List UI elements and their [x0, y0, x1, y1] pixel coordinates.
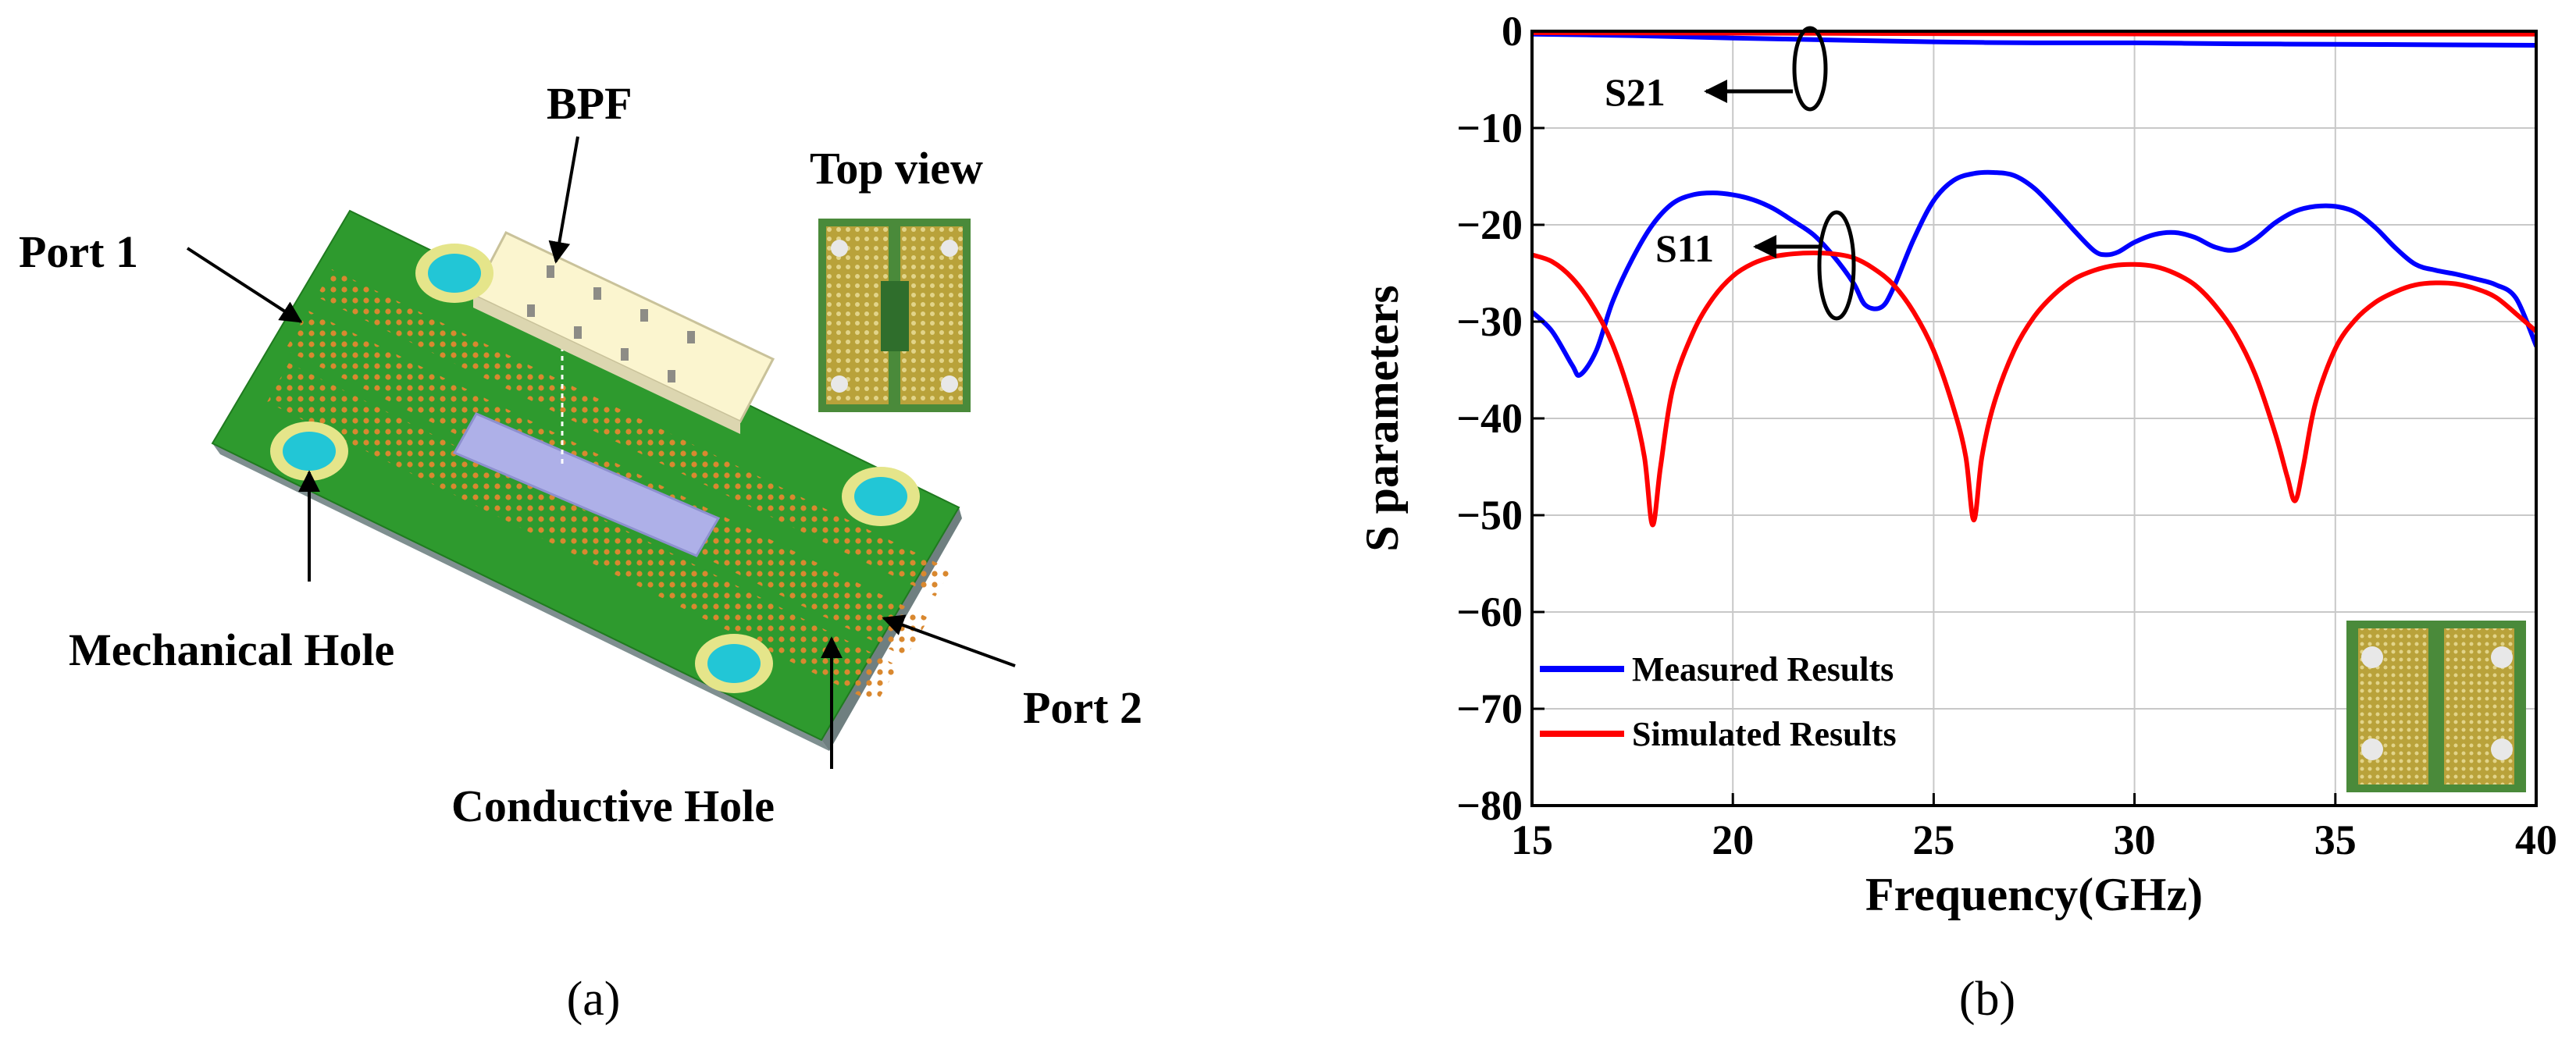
pcb-illustration-panel: BPF Top view Port 1 Mechanical Hole Port…: [19, 78, 1142, 1026]
caption-b: (b): [1959, 973, 2015, 1026]
y-tick-label: −50: [1456, 492, 1523, 539]
port1-label: Port 1: [19, 226, 138, 277]
bpf-chip: [471, 231, 775, 434]
inset-board-photo: [2346, 621, 2526, 792]
bpf-label: BPF: [547, 78, 632, 129]
annotation-arrows: [186, 136, 1016, 769]
y-tick-label: 0: [1502, 8, 1523, 55]
x-axis-label: Frequency(GHz): [1865, 869, 2203, 920]
y-tick-label: −10: [1456, 105, 1523, 151]
y-tick-label: −20: [1456, 201, 1523, 248]
mechanical-hole-label: Mechanical Hole: [69, 624, 394, 675]
legend-label-simulated: Simulated Results: [1632, 715, 1897, 753]
s11-label: S11: [1655, 226, 1714, 270]
x-tick-label: 15: [1511, 817, 1553, 863]
plot-frame: [1530, 30, 2538, 807]
top-view-inset: [818, 219, 971, 412]
s21-ellipse: [1792, 26, 1828, 112]
x-tick-label: 20: [1712, 817, 1754, 863]
axis-ticks: 15 20 25 30 35 40 0 −10 −20 −30 −40 −50 −60 −70 −80: [1456, 8, 2557, 863]
y-tick-label: −80: [1456, 782, 1523, 829]
filter-cavity-window: [452, 412, 721, 557]
x-tick-label: 35: [2314, 817, 2357, 863]
s21-line-3-line: [1532, 31, 2536, 37]
y-axis-label: S parameters: [1356, 285, 1408, 552]
y-tick-label: −60: [1456, 589, 1523, 635]
x-tick-label: 25: [1912, 817, 1954, 863]
top-view-label: Top view: [810, 143, 983, 194]
s11-simulated-results-line: [1532, 251, 2536, 528]
caption-a: (a): [567, 973, 621, 1026]
mechanical-holes: [270, 244, 920, 693]
s11-ellipse: [1817, 210, 1856, 321]
s21-label: S21: [1605, 70, 1666, 114]
gridlines: [1531, 30, 2537, 806]
x-tick-label: 30: [2114, 817, 2156, 863]
legend-label-measured: Measured Results: [1632, 650, 1894, 688]
series-lines: [1532, 31, 2536, 528]
conductive-hole-label: Conductive Hole: [451, 781, 775, 831]
port2-label: Port 2: [1023, 682, 1142, 733]
s11-measured-results-line: [1532, 169, 2536, 378]
x-tick-label: 40: [2515, 817, 2557, 863]
s21-line-2-line: [1532, 31, 2536, 48]
y-tick-label: −70: [1456, 685, 1523, 732]
y-tick-label: −40: [1456, 395, 1523, 442]
y-tick-label: −30: [1456, 298, 1523, 345]
legend: Measured Results Simulated Results: [1540, 650, 1897, 753]
